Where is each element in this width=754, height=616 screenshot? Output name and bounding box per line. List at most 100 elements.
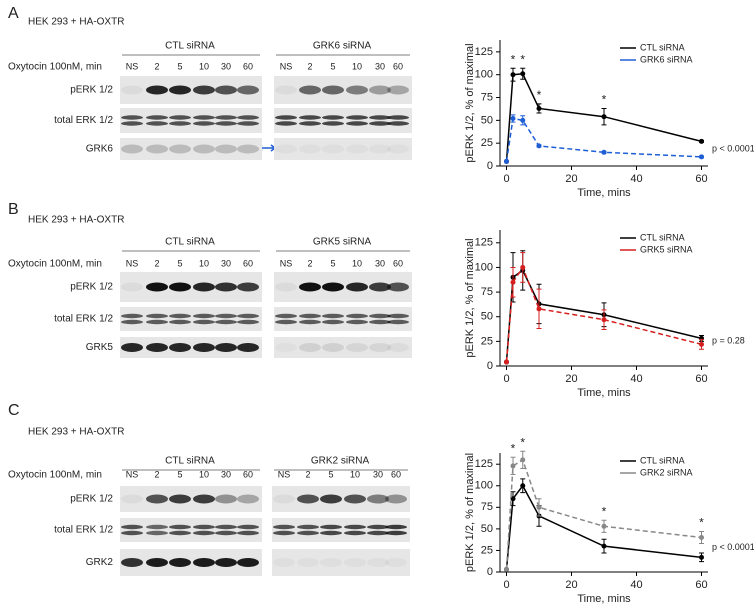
point [699,535,704,541]
band [146,282,168,292]
band [344,494,366,504]
panel-letter: C [8,402,20,419]
point [520,483,526,489]
band [385,558,407,567]
point [699,341,704,347]
lane-label: 30 [375,61,385,71]
band [193,524,215,530]
x-tick-label: 60 [695,173,707,185]
row-label: pERK 1/2 [70,282,113,293]
band [237,494,259,504]
band [169,121,191,126]
band [121,85,143,95]
blot [272,518,410,542]
row-label: GRK2 [86,557,114,568]
lane-label: 30 [373,469,383,479]
band [275,121,297,126]
band [146,144,168,154]
band [387,282,409,292]
band [237,343,259,352]
lane-label: 60 [393,258,403,268]
group-label: CTL siRNA [165,456,215,467]
lane-label: 5 [177,61,182,71]
legend-label: GRK6 siRNA [640,54,693,64]
group-label: GRK2 siRNA [311,456,370,467]
y-tick-label: 50 [481,523,493,535]
point [536,143,542,149]
band [215,558,237,567]
y-tick-label: 125 [475,458,493,470]
band [369,85,391,95]
y-tick-label: 25 [481,137,493,149]
y-tick-label: 125 [475,237,493,249]
p-value: p = 0.28 [712,336,745,346]
band [346,319,368,325]
band [346,121,368,126]
x-tick-label: 60 [695,373,707,385]
band [237,319,259,325]
x-tick-label: 20 [565,373,577,385]
lane-label: 10 [199,61,209,71]
band [169,282,191,292]
annotation: * [602,504,607,518]
point [536,504,542,510]
x-tick-label: 40 [630,373,642,385]
band [299,115,321,120]
lane-label: NS [126,469,139,479]
x-tick-label: 60 [695,579,707,591]
band [387,121,409,126]
band [369,343,391,352]
band [275,85,297,95]
group-label: GRK5 siRNA [313,237,372,248]
panel-title: HEK 293 + HA-OXTR [28,427,124,438]
row-label: total ERK 1/2 [54,115,113,126]
band [320,558,342,567]
band [193,282,215,292]
band [367,558,389,567]
panel-letter: A [8,5,19,22]
series-line [505,72,702,162]
band [273,530,295,536]
band [215,121,237,126]
band [215,115,237,120]
band [237,144,259,154]
y-axis-label: pERK 1/2, % of maximal [464,453,476,572]
series-line [505,117,702,162]
row-label: pERK 1/2 [70,85,113,96]
row-label: GRK5 [86,342,114,353]
group-label: GRK6 siRNA [313,41,372,52]
lane-label: 2 [307,61,312,71]
y-tick-label: 75 [481,501,493,513]
point [520,264,526,270]
panel-title: HEK 293 + HA-OXTR [28,215,124,226]
lane-label: 2 [154,61,159,71]
band [346,343,368,352]
point [510,279,516,285]
legend-label: CTL siRNA [640,455,685,465]
band [215,144,237,154]
blot [274,138,412,160]
band [273,558,295,567]
band [169,313,191,319]
treatment-label: Oxytocin 100nM, min [8,62,102,73]
band [237,558,259,567]
y-tick-label: 0 [487,360,493,372]
band [369,115,391,120]
lane-label: 5 [328,469,333,479]
band [385,530,407,536]
band [193,144,215,154]
band [275,115,297,120]
lane-label: 60 [243,258,253,268]
point [699,138,704,144]
band [146,530,168,536]
band [193,313,215,319]
band [344,524,366,530]
lane-label: 5 [330,61,335,71]
band [299,313,321,319]
band [146,343,168,352]
band [387,144,409,154]
blot [272,549,410,576]
blot [120,138,262,160]
band [146,115,168,120]
series-line [505,265,702,363]
